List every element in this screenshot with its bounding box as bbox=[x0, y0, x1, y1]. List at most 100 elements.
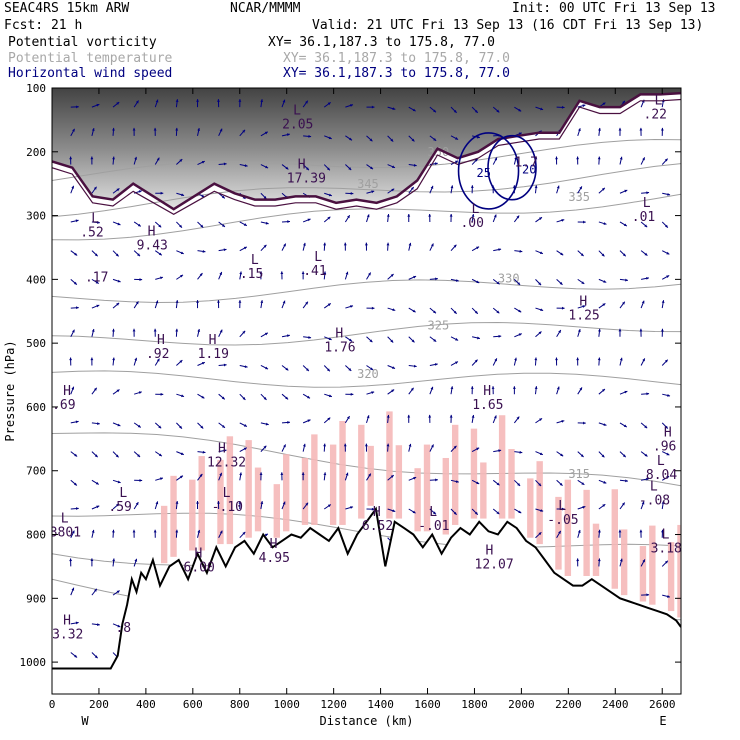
wind-arrow bbox=[218, 329, 223, 337]
wind-arrow bbox=[556, 218, 565, 223]
wind-arrow bbox=[450, 106, 458, 114]
wind-arrow bbox=[366, 473, 372, 481]
wind-arrow bbox=[429, 363, 438, 366]
wind-arrow bbox=[408, 106, 416, 112]
wind-arrow bbox=[598, 221, 607, 225]
wind-arrow bbox=[450, 361, 459, 366]
wind-arrow bbox=[598, 479, 607, 484]
pink-shading bbox=[245, 440, 252, 538]
wind-arrow bbox=[218, 472, 223, 481]
wind-arrow bbox=[133, 558, 138, 567]
hl-value-label: 9.43 bbox=[137, 238, 168, 253]
theta-contour-label: 335 bbox=[568, 190, 590, 204]
wind-arrow bbox=[197, 160, 206, 166]
wind-arrow bbox=[90, 156, 94, 165]
hl-value-label: 3.32 bbox=[52, 628, 83, 643]
wind-arrow bbox=[387, 336, 394, 343]
wind-arrow bbox=[323, 164, 331, 171]
wind-arrow bbox=[577, 479, 585, 486]
wind-arrow bbox=[662, 451, 670, 456]
wind-arrow bbox=[450, 508, 457, 516]
wind-arrow bbox=[155, 191, 164, 195]
wind-arrow bbox=[471, 479, 480, 485]
hl-value-label: 2.05 bbox=[282, 117, 313, 132]
wind-arrow bbox=[197, 328, 201, 337]
wind-arrow bbox=[239, 246, 248, 252]
hl-letter: L bbox=[655, 94, 663, 109]
wind-arrow bbox=[619, 250, 627, 257]
wind-arrow bbox=[239, 364, 248, 369]
hl-value-label: 6.52 bbox=[362, 519, 393, 534]
wind-arrow bbox=[302, 164, 310, 171]
wind-arrow bbox=[112, 278, 121, 283]
wind-arrow bbox=[535, 417, 543, 424]
pink-shading bbox=[480, 462, 487, 519]
wind-arrow bbox=[429, 185, 434, 194]
wind-arrow bbox=[450, 135, 459, 140]
pink-shading bbox=[339, 420, 346, 525]
wind-arrow bbox=[301, 271, 305, 280]
wind-arrow bbox=[155, 392, 164, 396]
wind-arrow bbox=[429, 508, 437, 515]
wind-arrow bbox=[344, 472, 349, 481]
wind-arrow bbox=[70, 420, 79, 424]
wind-arrow bbox=[535, 451, 544, 456]
pink-shading bbox=[527, 478, 534, 538]
wind-arrow bbox=[197, 127, 201, 136]
theta-contour-label: 330 bbox=[498, 272, 520, 286]
pv-contour bbox=[52, 91, 681, 211]
wind-arrow bbox=[556, 530, 562, 538]
x-tick-label: 800 bbox=[230, 698, 250, 711]
y-tick-label: 1000 bbox=[20, 656, 47, 669]
wind-arrow bbox=[660, 529, 664, 538]
wind-arrow bbox=[112, 357, 116, 366]
wind-arrow bbox=[450, 386, 454, 395]
wind-arrow bbox=[238, 500, 242, 510]
wind-arrow bbox=[577, 421, 586, 425]
wind-arrow bbox=[514, 508, 522, 514]
wind-arrow bbox=[70, 507, 79, 511]
wind-arrow bbox=[259, 472, 263, 481]
wind-arrow bbox=[197, 361, 206, 366]
wind-arrow bbox=[260, 422, 269, 426]
wind-arrow bbox=[323, 101, 331, 108]
wind-arrow bbox=[577, 220, 586, 224]
hl-letter: L bbox=[251, 253, 259, 268]
wind-arrow bbox=[660, 127, 664, 136]
pink-shading bbox=[311, 434, 318, 525]
wind-arrow bbox=[281, 421, 291, 424]
wind-arrow bbox=[281, 444, 287, 452]
hl-value-label: 12.07 bbox=[475, 557, 514, 572]
wind-arrow bbox=[598, 127, 601, 136]
wind-arrow bbox=[154, 99, 159, 108]
wind-arrow bbox=[408, 476, 417, 481]
wind-arrow bbox=[493, 449, 502, 453]
wind-arrow bbox=[155, 477, 164, 481]
wind-arrow bbox=[175, 529, 179, 538]
wind-arrow bbox=[366, 507, 375, 511]
wind-arrow bbox=[344, 214, 351, 223]
wind-arrow bbox=[619, 278, 628, 282]
wind-arrow bbox=[597, 558, 601, 567]
wind-arrow bbox=[514, 106, 522, 112]
wind-arrow bbox=[619, 502, 626, 510]
wind-arrow bbox=[260, 192, 267, 200]
wind-arrow bbox=[91, 221, 100, 224]
wind-arrow bbox=[133, 100, 139, 108]
wind-arrow bbox=[133, 156, 138, 165]
pink-shading bbox=[583, 489, 590, 576]
wind-arrow bbox=[534, 386, 538, 395]
wind-arrow bbox=[133, 357, 138, 366]
valid-time: Valid: 21 UTC Fri 13 Sep 13 (16 CDT Fri … bbox=[312, 18, 704, 33]
wind-arrow bbox=[661, 300, 665, 309]
terrain-outline bbox=[52, 506, 681, 670]
wind-arrow bbox=[387, 474, 395, 481]
wind-arrow bbox=[70, 587, 75, 596]
wind-arrow bbox=[535, 250, 544, 255]
wind-arrow bbox=[281, 334, 290, 338]
wind-arrow bbox=[641, 276, 650, 280]
wind-arrow bbox=[260, 300, 264, 309]
wind-arrow bbox=[154, 250, 163, 256]
hl-letter: L bbox=[662, 527, 670, 542]
wind-arrow bbox=[408, 186, 415, 194]
